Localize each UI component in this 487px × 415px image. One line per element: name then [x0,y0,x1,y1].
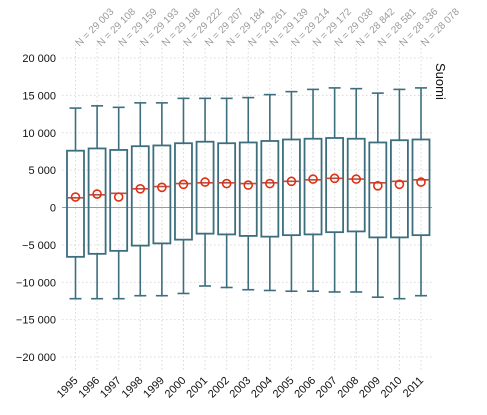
iqr-box [325,137,345,234]
iqr-box [303,137,323,236]
mean-marker [200,177,210,187]
y-tick-label: −5 000 [22,240,56,252]
iqr-box [260,140,280,238]
y-tick-label: −20 000 [16,352,56,364]
panel-label: Suomi [433,63,448,100]
mean-marker [329,173,340,184]
box-2006 [303,88,323,293]
y-tick-label: −10 000 [16,277,56,289]
x-tick-label: 2008 [336,375,362,401]
iqr-box [346,137,366,233]
box-2011 [411,87,431,297]
iqr-box [174,142,193,241]
box-1998 [130,102,150,297]
iqr-box [411,138,431,237]
mean-marker [178,179,189,190]
iqr-box [87,147,107,255]
mean-marker [286,176,297,187]
y-tick-label: 20 000 [22,53,56,65]
iqr-box [195,140,215,235]
box-2002 [217,97,237,289]
y-tick-label: 15 000 [22,90,56,102]
box-1996 [87,105,107,300]
box-2010 [390,88,409,300]
mean-marker [394,179,405,190]
x-tick-label: 2007 [314,375,340,401]
iqr-box [109,149,129,252]
x-tick-label: 2005 [271,375,297,401]
box-2003 [238,96,258,291]
box-2009 [368,92,388,299]
y-axis-tick-labels: −20 000 −15 000 −10 000 −5 000 0 5 000 10 000 1… [16,53,56,364]
box-2007 [325,87,345,293]
iqr-box [390,139,409,239]
box-2004 [260,93,280,292]
x-tick-label: 2009 [357,375,383,401]
iqr-box [238,141,258,237]
iqr-box [217,142,237,236]
y-tick-label: 5 000 [28,165,56,177]
x-tick-label: 2000 [163,375,189,401]
mean-marker [92,189,102,199]
mean-marker [70,192,81,202]
x-tick-label: 1997 [98,375,124,401]
iqr-box [66,149,85,258]
mean-marker [373,181,383,191]
mean-marker [308,174,318,184]
box-2008 [346,87,366,293]
mean-marker [243,180,254,190]
mean-marker [221,178,232,189]
x-tick-label: 2003 [228,375,254,401]
x-tick-label: 2001 [184,375,210,401]
y-tick-label: 10 000 [22,128,56,140]
x-axis-tick-labels: 1995199619971998199920002001200220032004… [55,375,426,401]
mean-marker [416,177,426,187]
mean-marker [135,184,146,194]
mean-marker [113,192,124,202]
box-1997 [109,106,129,300]
x-tick-label: 2002 [206,375,232,401]
box-2005 [282,90,301,293]
y-tick-label: 0 [50,203,56,215]
box-layer [66,87,431,300]
x-tick-label: 1996 [76,375,102,401]
mean-marker [157,182,167,193]
mean-marker [351,174,362,184]
x-tick-label: 2004 [249,375,275,401]
box-2001 [195,97,215,287]
x-tick-label: 2010 [379,375,405,401]
y-tick-label: −15 000 [16,315,56,327]
box-1999 [152,102,172,297]
x-tick-label: 1999 [141,375,167,401]
x-tick-label: 2011 [401,375,426,400]
x-tick-label: 1995 [55,375,81,401]
iqr-box [282,138,301,237]
mean-marker [265,178,275,189]
box-2000 [174,97,193,295]
x-tick-label: 2006 [292,375,318,401]
grid-layer [62,40,432,372]
iqr-box [368,141,388,239]
iqr-box [152,144,172,245]
box-1995 [66,107,85,300]
x-tick-label: 1998 [120,375,146,401]
iqr-box [130,145,150,247]
